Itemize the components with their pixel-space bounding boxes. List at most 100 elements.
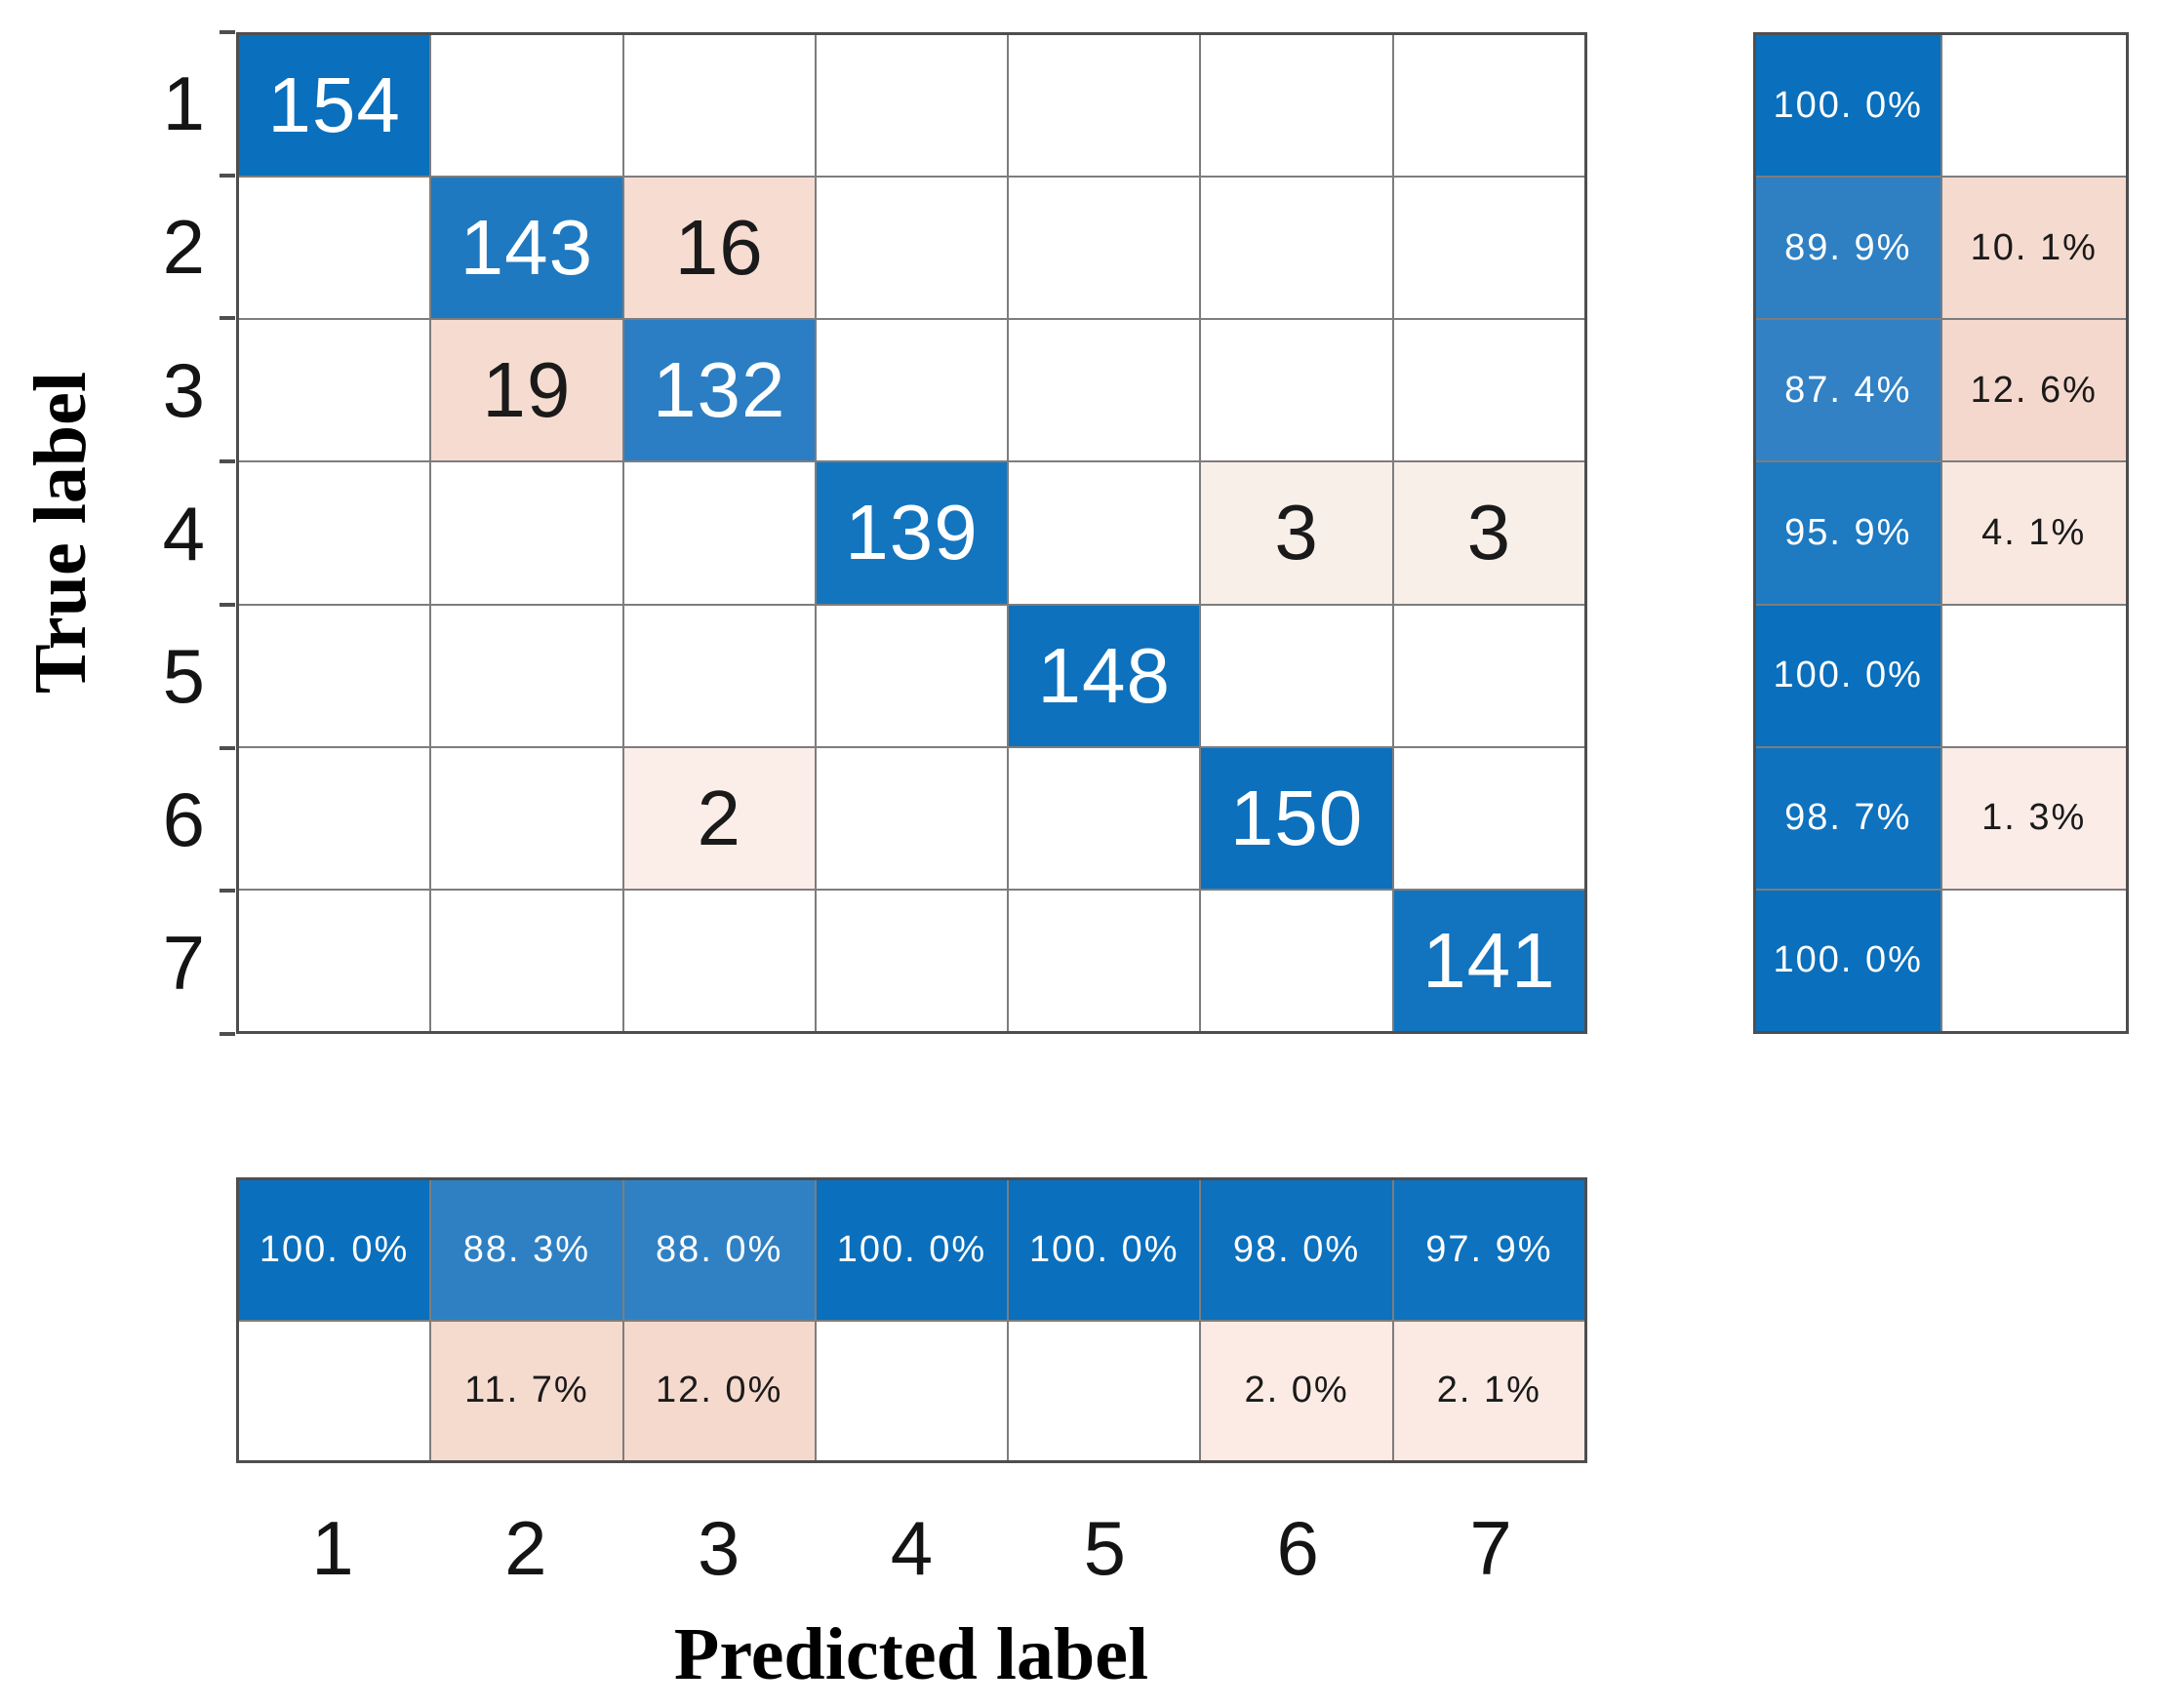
- matrix-cell: 16: [623, 178, 815, 319]
- y-tick-label: 5: [162, 633, 205, 720]
- row-summary-cell: 4. 1%: [1941, 462, 2126, 604]
- x-tick-label: 5: [1083, 1505, 1127, 1591]
- matrix-cell: [1201, 35, 1392, 177]
- matrix-cell: [239, 320, 430, 461]
- col-summary-cell: 98. 0%: [1201, 1180, 1392, 1320]
- row-summary-cell: [1941, 890, 2126, 1031]
- matrix-cell: [1009, 462, 1200, 604]
- y-tick-label: 7: [162, 919, 205, 1006]
- matrix-cell: [1201, 320, 1392, 461]
- matrix-cell: [1009, 320, 1200, 461]
- matrix-cell: [239, 890, 430, 1031]
- matrix-cell: 3: [1201, 462, 1392, 604]
- matrix-cell: 132: [623, 320, 815, 461]
- col-summary-cell: [816, 1321, 1008, 1460]
- y-tick-mark: [220, 1032, 235, 1036]
- y-tick-label: 2: [162, 204, 205, 291]
- x-tick-label: 2: [504, 1505, 547, 1591]
- matrix-cell: [239, 462, 430, 604]
- row-summary-cell: 95. 9%: [1756, 462, 1940, 604]
- y-tick-mark: [220, 173, 235, 178]
- col-summary-cell: 88. 0%: [623, 1180, 815, 1320]
- matrix-cell: [431, 747, 622, 889]
- col-summary-cell: [1009, 1321, 1200, 1460]
- matrix-cell: [1009, 35, 1200, 177]
- matrix-cell: [1393, 605, 1584, 746]
- matrix-cell: [816, 35, 1008, 177]
- matrix-cell: [623, 605, 815, 746]
- col-summary-cell: 11. 7%: [431, 1321, 622, 1460]
- x-tick-label: 3: [697, 1505, 740, 1591]
- matrix-cell: 143: [431, 178, 622, 319]
- row-summary-cell: 87. 4%: [1756, 320, 1940, 461]
- y-tick-mark: [220, 459, 235, 464]
- matrix-cell: [1009, 178, 1200, 319]
- matrix-cell: [816, 747, 1008, 889]
- matrix-cell: [816, 320, 1008, 461]
- matrix-cell: [239, 178, 430, 319]
- row-summary-cell: [1941, 35, 2126, 177]
- confusion-matrix-grid: 154 143 16 19 132 139 3 3 148 2 150 141: [236, 32, 1587, 1034]
- matrix-cell: [623, 890, 815, 1031]
- row-summary-cell: 100. 0%: [1756, 35, 1940, 177]
- matrix-cell: [816, 605, 1008, 746]
- x-tick-label: 6: [1276, 1505, 1319, 1591]
- matrix-cell: [431, 890, 622, 1031]
- col-summary-cell: 100. 0%: [239, 1180, 430, 1320]
- y-tick-label: 6: [162, 775, 205, 862]
- matrix-cell: [1201, 605, 1392, 746]
- y-tick-label: 3: [162, 346, 205, 433]
- matrix-cell: 3: [1393, 462, 1584, 604]
- x-axis-title: Predicted label: [673, 1613, 1149, 1695]
- matrix-cell: [623, 35, 815, 177]
- y-tick-mark: [220, 316, 235, 321]
- matrix-cell: [1009, 747, 1200, 889]
- x-tick-label: 4: [890, 1505, 934, 1591]
- matrix-cell: [239, 605, 430, 746]
- row-summary-cell: 10. 1%: [1941, 178, 2126, 319]
- row-summary-grid: 100. 0% 89. 9% 10. 1% 87. 4% 12. 6% 95. 9% 4. …: [1753, 32, 2129, 1034]
- col-summary-cell: 100. 0%: [816, 1180, 1008, 1320]
- y-tick-mark: [220, 602, 235, 607]
- row-summary-cell: 100. 0%: [1756, 890, 1940, 1031]
- matrix-cell: [1201, 890, 1392, 1031]
- y-tick-mark: [220, 30, 235, 34]
- col-summary-cell: 100. 0%: [1009, 1180, 1200, 1320]
- matrix-cell: 154: [239, 35, 430, 177]
- col-summary-cell: 2. 0%: [1201, 1321, 1392, 1460]
- x-tick-label: 1: [311, 1505, 354, 1591]
- matrix-cell: 148: [1009, 605, 1200, 746]
- matrix-cell: [1393, 320, 1584, 461]
- matrix-cell: 139: [816, 462, 1008, 604]
- matrix-cell: 2: [623, 747, 815, 889]
- y-tick-label: 4: [162, 490, 205, 576]
- col-summary-cell: [239, 1321, 430, 1460]
- row-summary-cell: 100. 0%: [1756, 605, 1940, 746]
- matrix-cell: [816, 178, 1008, 319]
- row-summary-cell: 1. 3%: [1941, 747, 2126, 889]
- matrix-cell: [816, 890, 1008, 1031]
- col-summary-cell: 97. 9%: [1393, 1180, 1584, 1320]
- matrix-cell: 150: [1201, 747, 1392, 889]
- matrix-cell: [1393, 747, 1584, 889]
- col-summary-cell: 2. 1%: [1393, 1321, 1584, 1460]
- matrix-cell: [1201, 178, 1392, 319]
- matrix-cell: [431, 605, 622, 746]
- matrix-cell: [431, 462, 622, 604]
- matrix-cell: [1393, 35, 1584, 177]
- col-summary-cell: 88. 3%: [431, 1180, 622, 1320]
- y-tick-mark: [220, 889, 235, 894]
- matrix-cell: [239, 747, 430, 889]
- y-tick-mark: [220, 745, 235, 750]
- row-summary-cell: 12. 6%: [1941, 320, 2126, 461]
- matrix-cell: 141: [1393, 890, 1584, 1031]
- row-summary-cell: 98. 7%: [1756, 747, 1940, 889]
- x-tick-label: 7: [1469, 1505, 1512, 1591]
- matrix-cell: [623, 462, 815, 604]
- matrix-cell: 19: [431, 320, 622, 461]
- y-tick-label: 1: [162, 60, 205, 147]
- col-summary-cell: 12. 0%: [623, 1321, 815, 1460]
- row-summary-cell: [1941, 605, 2126, 746]
- matrix-cell: [1009, 890, 1200, 1031]
